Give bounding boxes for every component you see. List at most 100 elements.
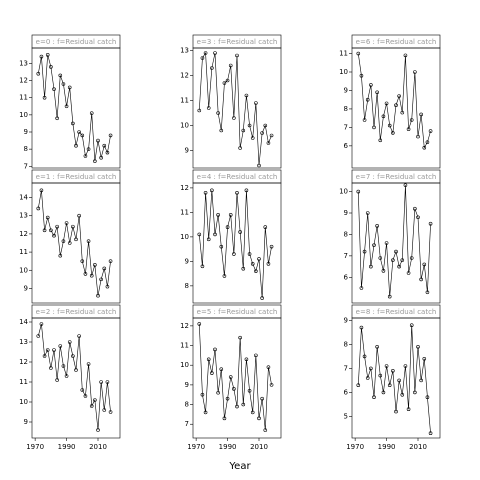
data-point: [419, 277, 423, 282]
data-point: [400, 258, 405, 262]
x-axis-label: Year: [228, 461, 251, 472]
data-point: [403, 183, 408, 187]
data-point: [225, 396, 230, 401]
y-tick-label: 12: [19, 230, 28, 238]
data-point: [83, 154, 88, 158]
data-point: [219, 244, 224, 249]
data-point: [378, 373, 383, 378]
y-tick-label: 9: [24, 418, 28, 426]
x-tick-label: 1990: [378, 443, 396, 451]
data-point: [257, 163, 261, 168]
y-tick-label: 6: [344, 388, 349, 396]
data-point: [61, 82, 66, 86]
strip-label: e=8 : f=Residual catch: [356, 308, 437, 316]
data-point: [55, 378, 59, 382]
data-point: [49, 228, 53, 233]
data-point: [250, 410, 255, 415]
data-point: [387, 123, 392, 128]
data-point: [45, 215, 50, 220]
data-point: [375, 224, 379, 228]
data-point: [86, 362, 91, 366]
y-tick-label: 12: [19, 358, 28, 366]
data-point: [206, 106, 211, 110]
data-point: [422, 356, 427, 361]
data-point: [359, 325, 364, 330]
data-point: [89, 273, 94, 278]
y-tick-label: 7: [185, 420, 189, 428]
data-point: [403, 364, 408, 368]
data-point: [263, 225, 268, 229]
data-point: [428, 431, 433, 436]
y-tick-label: 12: [180, 322, 189, 330]
y-tick-label: 9: [344, 209, 348, 217]
data-point: [391, 258, 395, 262]
panel: [31, 47, 121, 169]
data-point: [93, 398, 97, 402]
y-tick-label: 6: [344, 142, 349, 150]
data-point: [254, 353, 258, 358]
data-point: [409, 118, 414, 122]
data-point: [381, 390, 386, 395]
data-point: [241, 266, 246, 271]
data-point: [266, 262, 271, 266]
data-point: [397, 378, 401, 383]
data-point: [356, 383, 361, 388]
data-point: [89, 111, 94, 115]
data-point: [83, 272, 88, 276]
data-point: [77, 213, 81, 218]
data-point: [49, 366, 53, 370]
data-point: [99, 380, 103, 384]
data-point: [58, 253, 63, 258]
data-point: [250, 136, 255, 140]
data-point: [213, 232, 217, 237]
y-tick-label: 10: [19, 266, 28, 274]
data-point: [422, 262, 427, 267]
data-point: [263, 428, 268, 432]
data-point: [238, 146, 242, 150]
data-point: [77, 334, 81, 338]
data-point: [260, 296, 264, 300]
data-point: [203, 51, 208, 55]
data-point: [247, 252, 252, 256]
y-tick-label: 11: [180, 97, 189, 105]
x-tick-label: 1990: [58, 443, 76, 451]
data-point: [384, 364, 389, 368]
data-point: [36, 206, 41, 211]
data-point: [222, 416, 227, 421]
data-point: [244, 188, 249, 193]
y-tick-label: 10: [19, 398, 28, 406]
data-point: [197, 232, 202, 237]
data-point: [64, 104, 69, 109]
strip-label: e=1 : f=Residual catch: [36, 173, 117, 181]
data-point: [108, 410, 113, 414]
data-point: [219, 128, 224, 133]
data-point: [71, 354, 75, 358]
data-point: [409, 323, 414, 328]
data-point: [42, 95, 47, 100]
data-point: [210, 66, 214, 70]
y-tick-label: 8: [344, 230, 348, 238]
data-point: [406, 407, 411, 412]
data-point: [105, 380, 110, 384]
x-tick-label: 1990: [219, 443, 237, 451]
data-point: [269, 244, 274, 249]
data-point: [369, 264, 373, 269]
data-point: [71, 121, 75, 126]
data-point: [80, 133, 85, 138]
data-point: [365, 211, 370, 215]
data-point: [391, 368, 395, 373]
data-point: [222, 81, 227, 85]
data-point: [356, 189, 361, 194]
panel: [192, 317, 282, 439]
data-point: [96, 293, 100, 298]
series-line: [37, 190, 111, 296]
y-tick-label: 8: [185, 401, 189, 409]
series-line: [198, 52, 272, 166]
strip-label: e=3 : f=Residual catch: [197, 38, 278, 46]
data-point: [36, 71, 41, 76]
data-point: [409, 256, 414, 260]
data-point: [257, 257, 261, 261]
data-point: [80, 388, 85, 392]
y-tick-label: 8: [185, 282, 189, 290]
